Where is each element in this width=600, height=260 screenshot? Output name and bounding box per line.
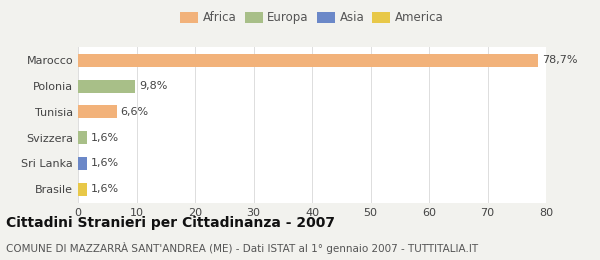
Text: Cittadini Stranieri per Cittadinanza - 2007: Cittadini Stranieri per Cittadinanza - 2… bbox=[6, 216, 335, 230]
Bar bbox=[78, 157, 88, 170]
Bar bbox=[78, 106, 116, 118]
Text: 78,7%: 78,7% bbox=[542, 55, 577, 65]
Bar bbox=[78, 131, 88, 144]
Text: 1,6%: 1,6% bbox=[91, 133, 119, 143]
Text: COMUNE DI MAZZARRÀ SANT'ANDREA (ME) - Dati ISTAT al 1° gennaio 2007 - TUTTITALIA: COMUNE DI MAZZARRÀ SANT'ANDREA (ME) - Da… bbox=[6, 242, 478, 254]
Legend: Africa, Europa, Asia, America: Africa, Europa, Asia, America bbox=[178, 9, 446, 27]
Text: 1,6%: 1,6% bbox=[91, 184, 119, 194]
Bar bbox=[78, 80, 136, 93]
Bar bbox=[78, 54, 538, 67]
Text: 9,8%: 9,8% bbox=[139, 81, 167, 91]
Text: 6,6%: 6,6% bbox=[120, 107, 148, 117]
Bar bbox=[78, 183, 88, 196]
Text: 1,6%: 1,6% bbox=[91, 159, 119, 168]
